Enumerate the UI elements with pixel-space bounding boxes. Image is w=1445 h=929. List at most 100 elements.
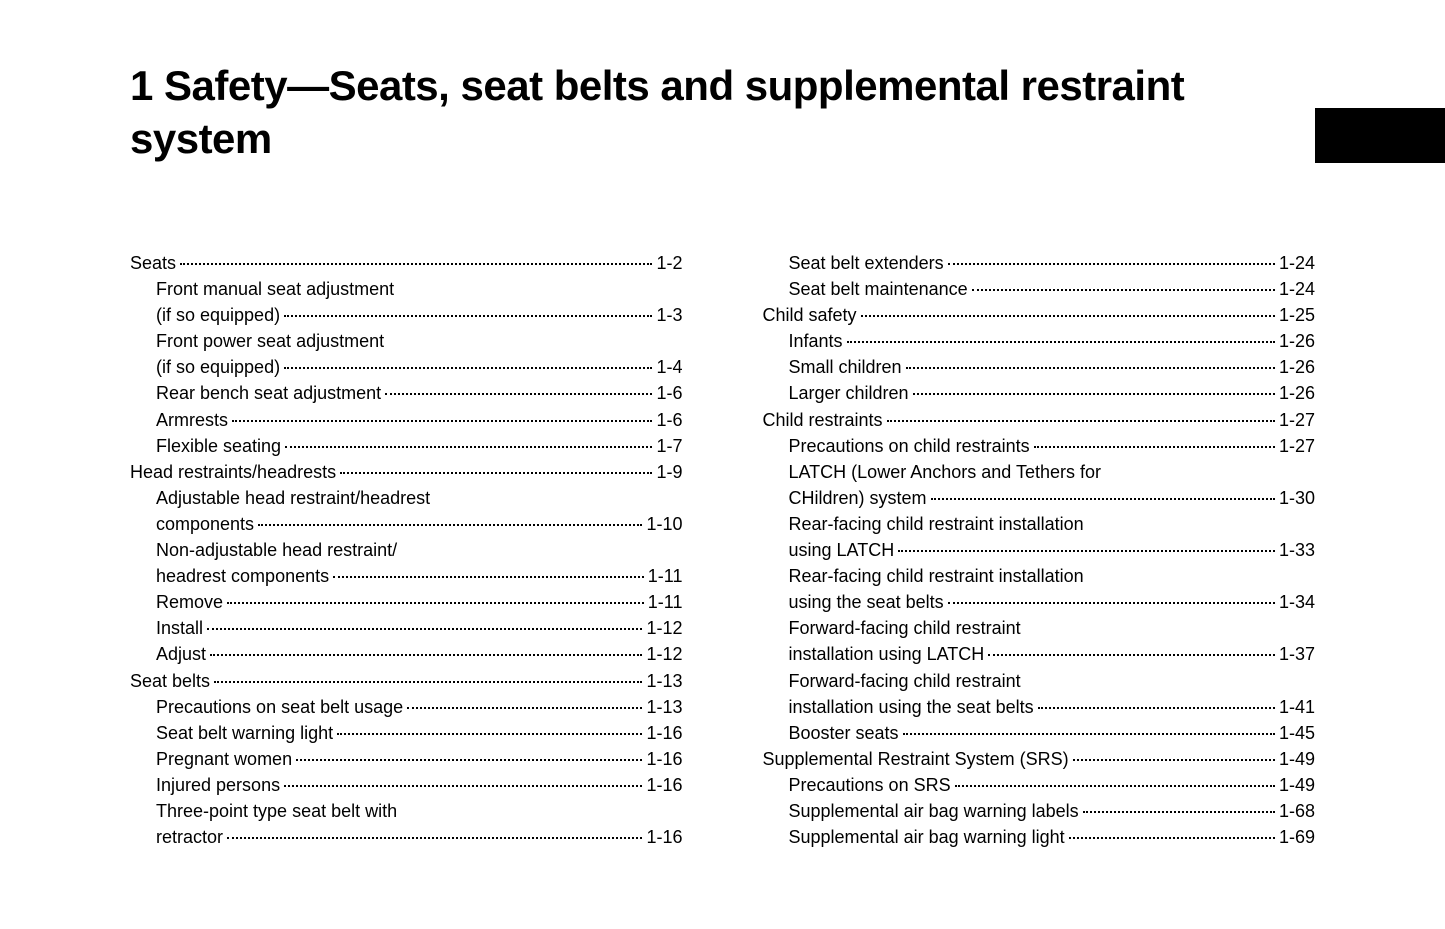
toc-page-number: 1-68 bbox=[1279, 798, 1315, 824]
toc-dots bbox=[898, 550, 1275, 552]
toc-dots bbox=[284, 785, 642, 787]
toc-page-number: 1-3 bbox=[656, 302, 682, 328]
toc-dots bbox=[903, 733, 1275, 735]
toc-entry-label: using LATCH bbox=[789, 537, 895, 563]
toc-entry: Forward-facing child restraintinstallati… bbox=[763, 668, 1316, 720]
toc-entry-label: Rear bench seat adjustment bbox=[156, 380, 381, 406]
toc-entry: Precautions on SRS1-49 bbox=[763, 772, 1316, 798]
toc-page-number: 1-37 bbox=[1279, 641, 1315, 667]
toc-dots bbox=[972, 289, 1275, 291]
toc-entry: Remove1-11 bbox=[130, 589, 683, 615]
toc-dots bbox=[906, 367, 1275, 369]
toc-entry: Injured persons1-16 bbox=[130, 772, 683, 798]
toc-entry: Seat belt maintenance1-24 bbox=[763, 276, 1316, 302]
toc-entry-label: Forward-facing child restraint bbox=[789, 615, 1316, 641]
toc-entry-label: Precautions on child restraints bbox=[789, 433, 1030, 459]
toc-page-number: 1-27 bbox=[1279, 433, 1315, 459]
toc-entry-label: Child restraints bbox=[763, 407, 883, 433]
toc-page-number: 1-69 bbox=[1279, 824, 1315, 850]
toc-entry-label: Forward-facing child restraint bbox=[789, 668, 1316, 694]
toc-dots bbox=[385, 393, 652, 395]
toc-page-number: 1-12 bbox=[646, 641, 682, 667]
toc-entry-label: installation using LATCH bbox=[789, 641, 985, 667]
toc-entry: Flexible seating1-7 bbox=[130, 433, 683, 459]
toc-dots bbox=[887, 420, 1275, 422]
toc-dots bbox=[861, 315, 1275, 317]
toc-entry: Armrests1-6 bbox=[130, 407, 683, 433]
toc-page-number: 1-16 bbox=[646, 746, 682, 772]
toc-page-number: 1-49 bbox=[1279, 746, 1315, 772]
toc-entry-label: installation using the seat belts bbox=[789, 694, 1034, 720]
toc-entry-label: Larger children bbox=[789, 380, 909, 406]
toc-entry: Larger children 1-26 bbox=[763, 380, 1316, 406]
toc-dots bbox=[296, 759, 642, 761]
toc-dots bbox=[340, 472, 652, 474]
toc-page-number: 1-24 bbox=[1279, 250, 1315, 276]
toc-page-number: 1-41 bbox=[1279, 694, 1315, 720]
toc-dots bbox=[1034, 446, 1275, 448]
toc-dots bbox=[1073, 759, 1275, 761]
toc-entry: Child restraints 1-27 bbox=[763, 407, 1316, 433]
page-edge-tab bbox=[1315, 108, 1445, 163]
toc-dots bbox=[232, 420, 652, 422]
toc-page-number: 1-11 bbox=[648, 589, 683, 615]
toc-entry: Adjustable head restraint/headrestcompon… bbox=[130, 485, 683, 537]
toc-dots bbox=[948, 602, 1275, 604]
toc-dots bbox=[1069, 837, 1275, 839]
toc-dots bbox=[227, 837, 642, 839]
toc-page-number: 1-7 bbox=[656, 433, 682, 459]
toc-entry-label: components bbox=[156, 511, 254, 537]
toc-entry: LATCH (Lower Anchors and Tethers forCHil… bbox=[763, 459, 1316, 511]
toc-entry-label: Install bbox=[156, 615, 203, 641]
toc-page-number: 1-9 bbox=[656, 459, 682, 485]
toc-entry: Supplemental air bag warning light1-69 bbox=[763, 824, 1316, 850]
toc-page-number: 1-11 bbox=[648, 563, 683, 589]
toc-page-number: 1-27 bbox=[1279, 407, 1315, 433]
toc-entry: Seats1-2 bbox=[130, 250, 683, 276]
toc-entry: Forward-facing child restraintinstallati… bbox=[763, 615, 1316, 667]
toc-entry-label: Supplemental air bag warning labels bbox=[789, 798, 1079, 824]
toc-entry-label: Head restraints/headrests bbox=[130, 459, 336, 485]
toc-page-number: 1-34 bbox=[1279, 589, 1315, 615]
toc-page-number: 1-26 bbox=[1279, 380, 1315, 406]
toc-entry: Rear-facing child restraint installation… bbox=[763, 511, 1316, 563]
toc-entry-label: CHildren) system bbox=[789, 485, 927, 511]
toc-dots bbox=[337, 733, 642, 735]
toc-entry: Install1-12 bbox=[130, 615, 683, 641]
toc-entry: Seat belt extenders 1-24 bbox=[763, 250, 1316, 276]
toc-page-number: 1-13 bbox=[646, 668, 682, 694]
toc-entry-label: Seat belt warning light bbox=[156, 720, 333, 746]
toc-dots bbox=[948, 263, 1275, 265]
toc-entry-label: Pregnant women bbox=[156, 746, 292, 772]
toc-page-number: 1-24 bbox=[1279, 276, 1315, 302]
toc-entry-label: Supplemental Restraint System (SRS) bbox=[763, 746, 1069, 772]
toc-dots bbox=[284, 315, 652, 317]
toc-dots bbox=[847, 341, 1275, 343]
toc-entry-label: Non-adjustable head restraint/ bbox=[156, 537, 683, 563]
toc-entry: Supplemental Restraint System (SRS) 1-49 bbox=[763, 746, 1316, 772]
toc-page-number: 1-2 bbox=[656, 250, 682, 276]
toc-entry: Precautions on seat belt usage1-13 bbox=[130, 694, 683, 720]
chapter-title: 1 Safety—Seats, seat belts and supplemen… bbox=[130, 60, 1315, 165]
toc-dots bbox=[407, 707, 642, 709]
toc-entry-label: Front power seat adjustment bbox=[156, 328, 683, 354]
toc-entry-label: Small children bbox=[789, 354, 902, 380]
toc-entry-label: Three-point type seat belt with bbox=[156, 798, 683, 824]
toc-entry: Adjust1-12 bbox=[130, 641, 683, 667]
toc-entry: Rear-facing child restraint installation… bbox=[763, 563, 1316, 615]
toc-page-number: 1-13 bbox=[646, 694, 682, 720]
toc-entry: Front manual seat adjustment(if so equip… bbox=[130, 276, 683, 328]
toc-entry-label: retractor bbox=[156, 824, 223, 850]
toc-entry: Seat belt warning light1-16 bbox=[130, 720, 683, 746]
toc-entry-label: Infants bbox=[789, 328, 843, 354]
toc-entry: Precautions on child restraints 1-27 bbox=[763, 433, 1316, 459]
toc-entry: Front power seat adjustment(if so equipp… bbox=[130, 328, 683, 380]
table-of-contents: Seats1-2Front manual seat adjustment(if … bbox=[130, 250, 1315, 850]
toc-left-column: Seats1-2Front manual seat adjustment(if … bbox=[130, 250, 683, 850]
toc-dots bbox=[180, 263, 652, 265]
toc-dots bbox=[1083, 811, 1275, 813]
toc-page-number: 1-6 bbox=[656, 380, 682, 406]
toc-entry-label: Child safety bbox=[763, 302, 857, 328]
toc-entry-label: Seat belt extenders bbox=[789, 250, 944, 276]
toc-right-column: Seat belt extenders 1-24Seat belt mainten… bbox=[763, 250, 1316, 850]
